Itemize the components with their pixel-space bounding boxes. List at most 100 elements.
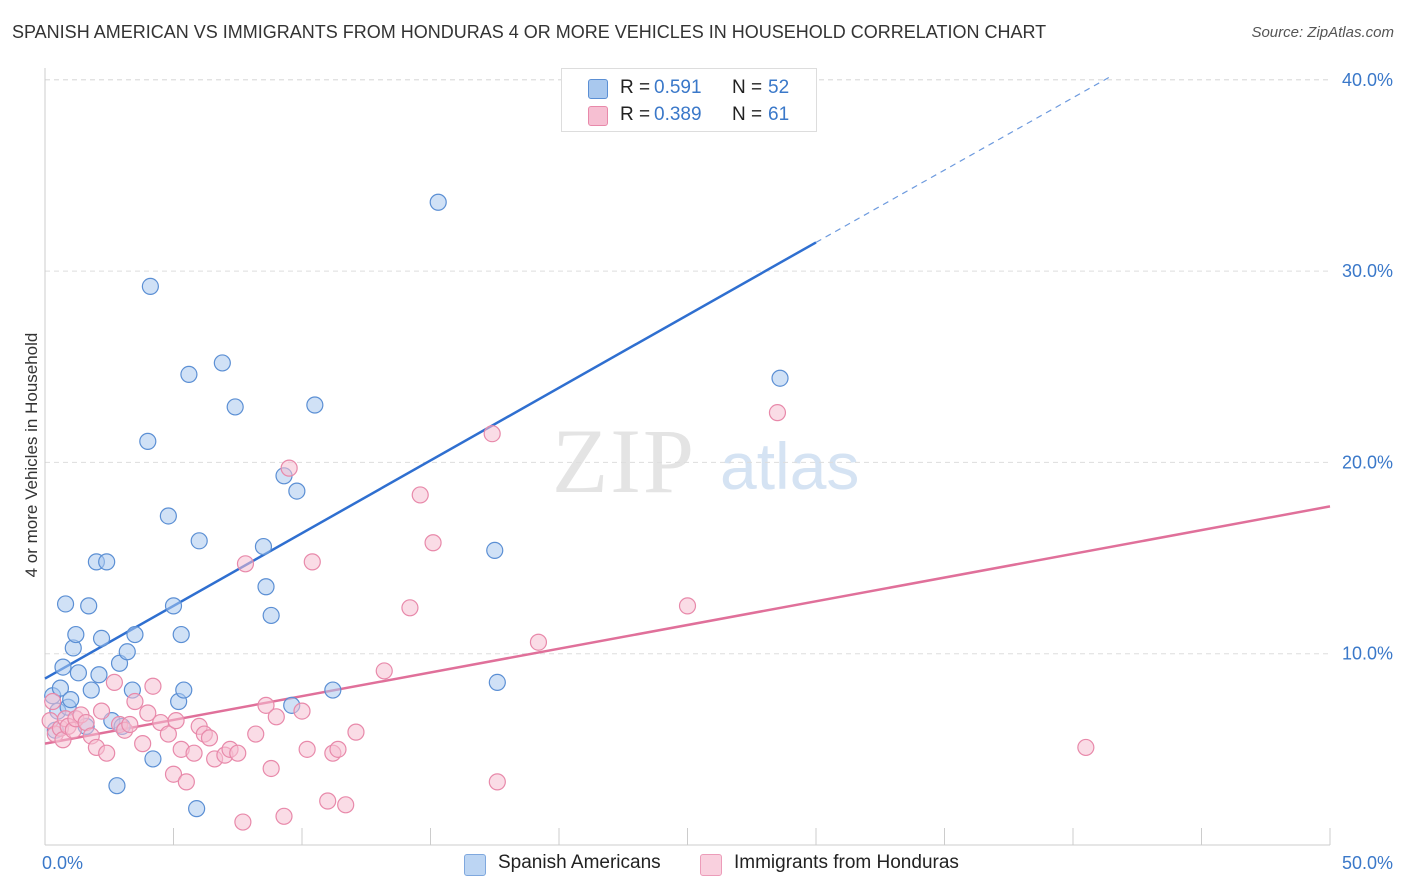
r-label: R = (620, 77, 651, 98)
spanish-american-point (98, 553, 116, 571)
n-label: N = (732, 77, 763, 98)
axes (44, 68, 1331, 846)
honduras-immigrant-point (134, 735, 152, 753)
honduras-immigrant-point (177, 773, 195, 791)
honduras-immigrant-point (529, 633, 548, 651)
blue-swatch (588, 79, 608, 99)
y-tick-label: 10.0% (1342, 644, 1393, 664)
honduras-immigrant-point (347, 723, 365, 741)
spanish-american-point (486, 541, 504, 559)
grid-lines (45, 79, 1330, 655)
spanish-american-point (108, 777, 126, 795)
honduras-immigrant-point (247, 725, 265, 743)
spanish-american-point (80, 597, 98, 615)
honduras-immigrant-point (144, 677, 162, 695)
honduras-immigrant-point (768, 404, 787, 422)
spanish-american-point (429, 193, 447, 211)
honduras-immigrant-point (319, 792, 337, 810)
spanish-american-point (164, 597, 183, 615)
spanish-american-point (175, 681, 193, 699)
honduras-immigrant-point (401, 599, 419, 617)
honduras-immigrant-point (126, 692, 144, 711)
blue-swatch (464, 854, 486, 876)
honduras-immigrant-point (121, 715, 139, 734)
honduras-immigrant-point (98, 744, 116, 762)
spanish-american-point (771, 369, 789, 387)
honduras-immigrant-point (164, 765, 183, 783)
spanish-american-point (306, 396, 324, 414)
y-tick-label: 40.0% (1342, 70, 1393, 90)
pink-swatch (588, 106, 608, 126)
spanish-american-point (67, 625, 85, 644)
correlation-legend: R = 0.591 N = 52 R = 0.389 N = 61 (561, 68, 817, 132)
spanish-american-point (118, 643, 136, 661)
honduras-immigrant-point (329, 740, 347, 758)
honduras-immigrant-point (411, 486, 429, 504)
spanish-american-point (180, 365, 198, 384)
r-value: 0.389 (654, 104, 702, 125)
watermark-atlas: atlas (720, 429, 860, 503)
spanish-american-point (56, 595, 75, 613)
spanish-american-point (488, 673, 506, 691)
y-tick-label: 20.0% (1342, 452, 1393, 472)
spanish-american-trend-line (44, 241, 817, 680)
honduras-immigrant-point (257, 696, 275, 714)
spanish-american-point (254, 537, 273, 556)
x-tick-label: 50.0% (1342, 853, 1393, 873)
spanish-american-point (82, 681, 100, 699)
honduras-immigrant-point (44, 692, 62, 711)
spanish-american-point (226, 398, 244, 416)
honduras-immigrant-point (280, 459, 298, 477)
n-value: 61 (768, 104, 790, 125)
spanish-american-point (139, 432, 157, 450)
pink-swatch (700, 854, 722, 876)
legend-label: Immigrants from Honduras (734, 852, 959, 873)
honduras-immigrant-point (293, 702, 311, 720)
spanish-american-point (54, 658, 72, 676)
honduras-immigrant-point (1077, 738, 1095, 757)
honduras-immigrant-point (262, 759, 280, 778)
honduras-immigrant-point (159, 725, 177, 743)
spanish-american-point (262, 606, 280, 625)
spanish-american-point (324, 681, 342, 699)
spanish-american-point (90, 666, 108, 684)
spanish-american-point (159, 507, 177, 525)
spanish-american-point (257, 578, 275, 596)
honduras-immigrant-point (303, 553, 321, 571)
data-points (41, 193, 1095, 831)
legend-label: Spanish Americans (498, 852, 661, 873)
honduras-immigrant-trend-line (44, 505, 1331, 745)
honduras-immigrant-point (105, 673, 123, 691)
spanish-american-point (190, 532, 208, 550)
spanish-american-point (69, 664, 88, 682)
spanish-american-point (51, 679, 70, 697)
spanish-american-point (288, 482, 306, 500)
spanish-american-point (126, 625, 144, 644)
honduras-immigrant-point (267, 708, 285, 726)
series-legend: Spanish Americans Immigrants from Hondur… (0, 852, 1406, 878)
r-label: R = (620, 104, 651, 125)
honduras-immigrant-point (236, 555, 255, 573)
honduras-immigrant-point (167, 712, 185, 730)
honduras-immigrant-point (139, 704, 157, 722)
honduras-immigrant-point (229, 744, 247, 762)
honduras-immigrant-point (234, 813, 252, 831)
chart-title: SPANISH AMERICAN VS IMMIGRANTS FROM HOND… (12, 22, 1047, 42)
spanish-american-point (62, 691, 80, 709)
y-tick-label: 30.0% (1342, 261, 1393, 281)
honduras-immigrant-point (337, 796, 355, 814)
honduras-immigrant-point (92, 702, 111, 720)
r-value: 0.591 (654, 77, 702, 98)
spanish-american-point (188, 800, 206, 818)
n-label: N = (732, 104, 763, 125)
honduras-immigrant-point (200, 729, 219, 747)
watermark-zip: ZIP (552, 410, 696, 512)
spanish-american-point (141, 277, 159, 296)
honduras-immigrant-point (488, 773, 506, 791)
x-tick-label: 0.0% (42, 853, 83, 873)
source-label: Source: ZipAtlas.com (1251, 24, 1394, 41)
honduras-immigrant-point (275, 807, 293, 825)
spanish-american-point (172, 625, 190, 644)
honduras-immigrant-point (375, 662, 393, 680)
